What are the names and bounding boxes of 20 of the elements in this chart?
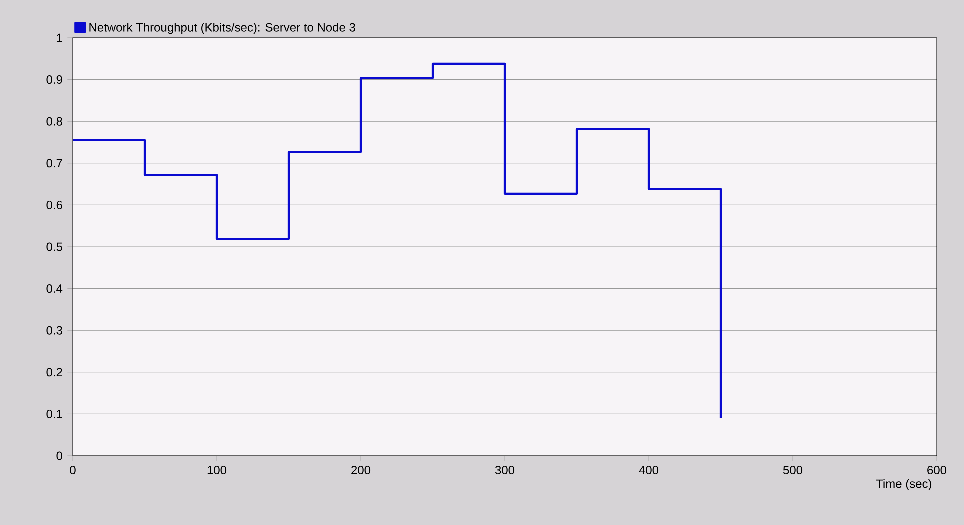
- y-tick-label: 1: [57, 34, 62, 42]
- y-tick-label: 0.3: [46, 326, 62, 335]
- x-tick-label: 200: [352, 466, 371, 475]
- y-tick-label: 0.1: [46, 410, 62, 418]
- y-tick-label: 0.8: [46, 117, 62, 126]
- y-tick-label: 0.4: [46, 284, 63, 294]
- x-tick-label: 300: [495, 466, 515, 475]
- y-tick-label: 0.5: [46, 242, 62, 252]
- x-axis-title: Time (sec): [876, 479, 932, 491]
- y-tick-label: 0.6: [46, 200, 62, 210]
- x-tick-label: 500: [783, 466, 803, 475]
- x-tick-label: 600: [928, 466, 947, 475]
- y-tick-label: 0: [56, 452, 62, 460]
- y-tick-label: 0.7: [46, 159, 62, 168]
- x-tick-label: 400: [639, 466, 659, 475]
- legend-label: Network Throughput (Kbits/sec): Server to Node 3: [90, 23, 356, 34]
- y-tick-label: 0.9: [46, 76, 62, 84]
- y-tick-label: 0.2: [46, 368, 62, 377]
- x-tick-label: 100: [208, 466, 227, 475]
- x-tick-label: 0: [70, 466, 76, 475]
